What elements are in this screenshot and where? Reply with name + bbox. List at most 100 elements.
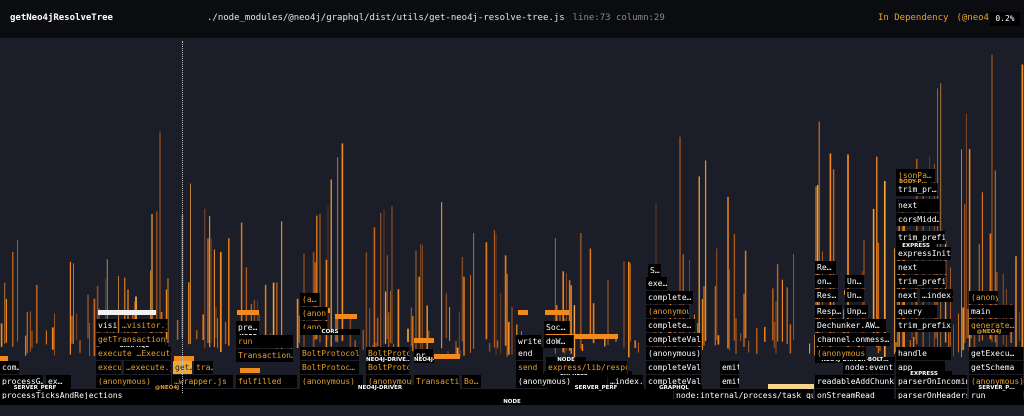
flame-frame[interactable]: (anonymous)	[646, 347, 702, 360]
flame-frame[interactable]: getExecu…	[969, 347, 1024, 360]
frame-strip[interactable]	[237, 310, 259, 315]
flame-frame[interactable]: channel.onmess…	[815, 333, 891, 346]
flame-frame[interactable]: app	[896, 361, 946, 374]
flame-frame[interactable]: execute	[96, 361, 122, 374]
flame-frame[interactable]: (anonymous)	[300, 375, 364, 388]
flame-frame[interactable]: (a…	[300, 293, 320, 306]
frame-strip[interactable]	[174, 356, 194, 361]
flame-frame[interactable]: Un…	[845, 289, 865, 302]
flame-frame[interactable]: parserOnHeaders…	[896, 389, 968, 402]
flame-frame[interactable]: …index.js	[608, 375, 644, 388]
flame-frame[interactable]: corsMidd…	[896, 213, 940, 226]
frame-strip[interactable]	[414, 338, 434, 343]
flame-frame[interactable]: next	[896, 261, 946, 274]
flame-frame[interactable]: (anonymous)	[96, 375, 172, 388]
flame-frame[interactable]: Soc…	[544, 321, 570, 334]
frame-strip[interactable]	[768, 384, 814, 389]
flame-frame[interactable]: Res…	[815, 289, 839, 302]
flame-frame[interactable]: getSchema	[969, 361, 1024, 374]
flame-frame[interactable]: Resp…	[815, 305, 843, 318]
flame-frame[interactable]: parserOnIncoming	[896, 375, 968, 388]
flame-frame[interactable]: trim_prefix	[896, 319, 952, 332]
flame-frame[interactable]: (anonymou…	[646, 305, 690, 318]
flame-frame[interactable]: doW…	[544, 335, 574, 348]
flame-frame[interactable]: expressInit	[896, 247, 952, 260]
flame-frame[interactable]: BoltProtoc…	[366, 347, 410, 360]
flame-frame[interactable]: write_	[516, 335, 542, 348]
frame-strip[interactable]	[545, 310, 569, 315]
flame-frame[interactable]: exe…	[646, 277, 668, 290]
flame-frame[interactable]: …execute.js	[124, 361, 172, 374]
flame-frame[interactable]: express/lib/response.js	[546, 361, 628, 374]
flame-frame[interactable]: completeVal…	[646, 333, 702, 346]
flame-frame[interactable]: S…	[648, 264, 662, 277]
flame-frame[interactable]: complete…	[646, 319, 696, 332]
flame-frame[interactable]: getTransactionC…	[96, 333, 166, 346]
flame-frame[interactable]: next	[896, 289, 918, 302]
flame-frame[interactable]: BoltProtoc…	[300, 361, 360, 374]
flame-frame[interactable]: next	[896, 199, 899, 212]
flame-frame[interactable]: query	[896, 305, 938, 318]
flame-frame[interactable]: node:internal/process/task_queues:67:35	[674, 389, 814, 402]
flame-frame[interactable]: send	[516, 361, 544, 374]
package-tag: NODE	[236, 331, 260, 337]
flame-frame[interactable]: execute …Executor.js	[96, 347, 172, 360]
frame-strip[interactable]	[335, 314, 357, 319]
flame-frame[interactable]: …index.js	[920, 289, 954, 302]
flame-frame-selected[interactable]: get…	[173, 361, 193, 374]
flame-frame[interactable]: Transacti…	[414, 375, 460, 388]
flame-frame[interactable]: …visitor.js	[120, 319, 168, 332]
flame-frame[interactable]: jsonPa…	[896, 169, 936, 182]
flame-frame[interactable]: readableAddChunk	[815, 375, 895, 388]
flame-frame[interactable]: handle	[896, 347, 952, 360]
flame-frame[interactable]: trim_prefix	[896, 275, 946, 288]
flame-frame[interactable]: Dechunker.AW…	[815, 319, 887, 332]
flame-frame[interactable]: next	[896, 199, 940, 212]
flame-frame[interactable]: trim_pr…	[896, 183, 938, 196]
frame-strip[interactable]	[434, 354, 460, 359]
flame-frame[interactable]: generate…	[969, 319, 1015, 332]
flame-frame[interactable]: (anonymous)	[516, 375, 608, 388]
flame-frame[interactable]: (anonymous)	[815, 347, 867, 360]
flame-frame[interactable]: BoltProtocol…	[300, 347, 360, 360]
flame-frame[interactable]: Transaction…	[236, 349, 294, 362]
flame-frame[interactable]: (anonymous)	[300, 307, 328, 320]
flame-frame[interactable]: completeVal…	[646, 375, 702, 388]
flame-frame[interactable]: emit	[720, 375, 740, 388]
flame-frame[interactable]: end	[516, 347, 544, 360]
flame-frame[interactable]: fulfilled	[236, 375, 298, 388]
flame-frame[interactable]: node:events	[843, 361, 895, 374]
flame-frame[interactable]: tra…	[194, 361, 214, 374]
flame-frame[interactable]: Bo…	[462, 375, 482, 388]
flame-frame[interactable]: complete…	[646, 291, 694, 304]
frame-strip[interactable]	[98, 310, 156, 315]
flame-frame[interactable]: com…	[0, 361, 20, 374]
flame-frame[interactable]: BoltProtoc…	[366, 361, 410, 374]
frame-strip[interactable]	[546, 334, 618, 339]
flame-frame[interactable]: (anonymous)	[366, 375, 412, 388]
frame-strip[interactable]	[518, 310, 528, 315]
flame-frame[interactable]: emit	[720, 361, 740, 374]
flame-frame[interactable]: ex…	[46, 375, 72, 388]
flame-frame[interactable]: main	[969, 305, 1015, 318]
frame-strip[interactable]	[0, 356, 8, 361]
frame-strip[interactable]	[240, 368, 260, 373]
package-tag: SERVER_PERF	[0, 385, 70, 391]
flamegraph[interactable]: processTicksAndRejections node:internal/…	[0, 38, 1024, 416]
flame-frame[interactable]: Un…	[845, 275, 865, 288]
flame-frame[interactable]: processG…	[0, 375, 44, 388]
flame-frame[interactable]: processTicksAndRejections	[0, 389, 674, 402]
flame-frame[interactable]: run	[236, 335, 294, 348]
flame-frame[interactable]: Re…	[815, 261, 837, 274]
flamegraph-stacks[interactable]: processTicksAndRejections node:internal/…	[0, 38, 1024, 416]
package-tag: EXPRESS	[516, 371, 632, 377]
flame-frame[interactable]: trim_prefix	[896, 231, 946, 244]
flame-frame[interactable]: (anonymous)	[969, 291, 999, 304]
flame-frame[interactable]: on…	[815, 275, 839, 288]
flame-frame[interactable]: completeVal…	[646, 361, 702, 374]
flame-frame[interactable]: onStreamRead	[815, 389, 895, 402]
flame-frame[interactable]: pre…	[236, 321, 260, 334]
flame-frame[interactable]: …wrapper.js	[172, 375, 234, 388]
flame-frame[interactable]: Unp…	[845, 305, 869, 318]
flame-frame[interactable]: visit	[96, 319, 118, 332]
